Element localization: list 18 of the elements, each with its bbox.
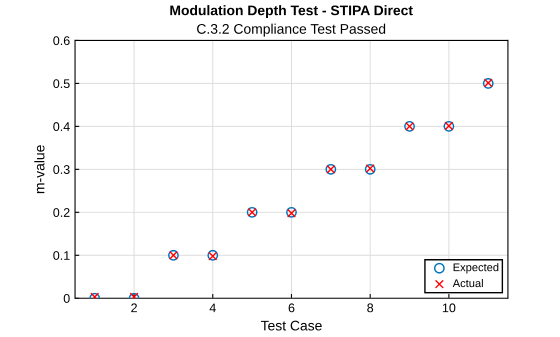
x-tick-label: 8 (367, 303, 374, 312)
legend-label: Expected (454, 263, 498, 274)
chart-subtitle: C.3.2 Compliance Test Passed (197, 24, 386, 37)
y-tick-label: 0.2 (53, 208, 70, 217)
y-axis-title: m-value (34, 145, 45, 194)
y-tick-label: 0.1 (53, 251, 70, 260)
x-tick-label: 2 (131, 303, 137, 312)
y-tick-label: 0.4 (53, 122, 70, 132)
x-tick-label: 6 (288, 303, 294, 312)
legend-label: Actual (452, 279, 483, 288)
x-tick-label: 10 (442, 303, 456, 312)
x-axis-title: Test Case (260, 320, 322, 331)
y-tick-label: 0.3 (53, 165, 70, 174)
y-tick-label: 0 (64, 294, 70, 303)
chart-title: Modulation Depth Test - STIPA Direct (170, 5, 413, 18)
y-tick-label: 0.6 (53, 36, 70, 46)
x-tick-label: 4 (210, 304, 216, 312)
y-tick-label: 0.5 (53, 79, 70, 88)
